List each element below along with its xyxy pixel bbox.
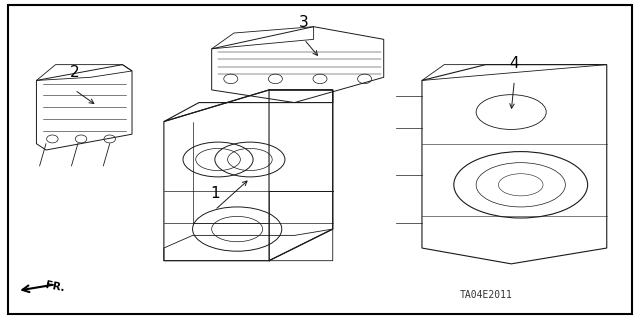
Text: TA04E2011: TA04E2011 <box>460 290 512 300</box>
Text: 1: 1 <box>210 186 220 201</box>
Text: FR.: FR. <box>45 280 65 293</box>
Text: 4: 4 <box>509 56 519 71</box>
Text: 3: 3 <box>299 15 309 30</box>
Text: 2: 2 <box>70 65 79 80</box>
